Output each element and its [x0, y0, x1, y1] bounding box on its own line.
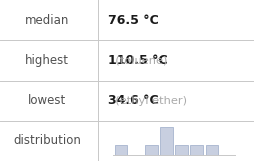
Text: 110.5 °C: 110.5 °C	[108, 54, 167, 67]
Text: (ethyl ether): (ethyl ether)	[108, 96, 187, 106]
Text: distribution: distribution	[13, 134, 81, 147]
Bar	[160, 127, 172, 155]
Text: (toluene): (toluene)	[108, 55, 167, 65]
Bar	[205, 145, 217, 155]
Text: lowest: lowest	[28, 94, 66, 107]
Text: median: median	[25, 14, 69, 27]
Text: highest: highest	[25, 54, 69, 67]
Text: 34.6 °C: 34.6 °C	[108, 94, 158, 107]
Text: 76.5 °C: 76.5 °C	[108, 14, 158, 27]
Bar	[114, 145, 127, 155]
Bar	[190, 145, 202, 155]
Bar	[144, 145, 157, 155]
Bar	[174, 145, 187, 155]
